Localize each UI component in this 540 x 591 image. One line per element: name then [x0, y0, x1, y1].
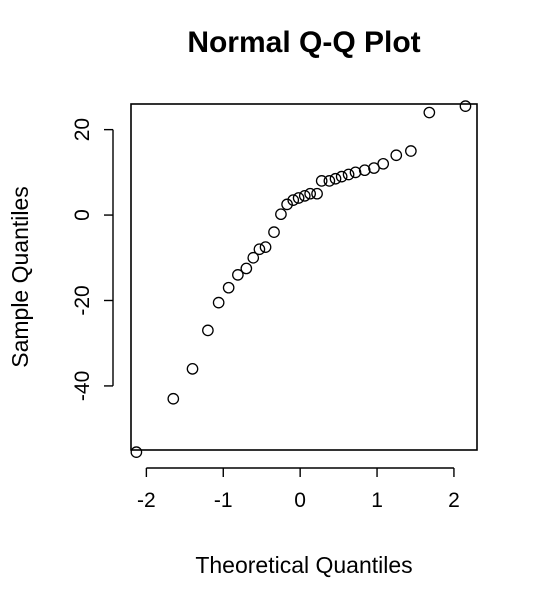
data-point [390, 149, 403, 162]
data-point [268, 226, 280, 238]
data-point [342, 168, 355, 181]
plot-frame [130, 103, 478, 451]
data-point [281, 198, 293, 211]
x-tick-label: 2 [448, 489, 460, 512]
data-point [405, 145, 417, 157]
data-point [212, 296, 225, 309]
x-tick-label: 0 [294, 489, 306, 512]
x-axis-label: Theoretical Quantiles [195, 552, 412, 578]
data-point [253, 243, 266, 256]
y-tick-label: -40 [71, 371, 94, 401]
data-point [259, 241, 272, 253]
data-point [329, 172, 342, 185]
y-axis: -40 -20 0 20 [71, 118, 114, 401]
data-point [287, 194, 300, 206]
x-axis: -2 -1 0 1 2 [137, 467, 460, 512]
x-tick-label: -2 [137, 489, 156, 512]
y-tick-label: 20 [71, 118, 94, 141]
data-point [304, 187, 317, 200]
data-point [222, 281, 235, 294]
data-point [311, 187, 323, 200]
data-point [335, 170, 348, 183]
data-points [130, 100, 472, 458]
data-point [247, 251, 260, 264]
data-point [459, 100, 472, 112]
data-point [275, 208, 287, 221]
data-point [368, 162, 380, 174]
data-point [315, 175, 328, 187]
data-point [240, 262, 253, 275]
data-point [167, 392, 180, 405]
data-point [186, 362, 199, 375]
y-tick-label: 0 [71, 209, 94, 221]
data-point [423, 106, 436, 119]
y-tick-label: -20 [71, 285, 94, 315]
data-point [202, 324, 214, 337]
y-axis-label: Sample Quantiles [7, 186, 33, 368]
data-point [349, 166, 362, 179]
data-point [232, 269, 244, 281]
x-tick-label: 1 [371, 489, 383, 512]
x-tick-label: -1 [214, 489, 233, 512]
data-point [358, 164, 371, 177]
data-point [130, 446, 143, 458]
data-point [298, 189, 311, 202]
data-point [323, 175, 336, 187]
chart-title: Normal Q-Q Plot [187, 26, 420, 59]
data-point [377, 157, 390, 170]
data-point [292, 192, 305, 204]
